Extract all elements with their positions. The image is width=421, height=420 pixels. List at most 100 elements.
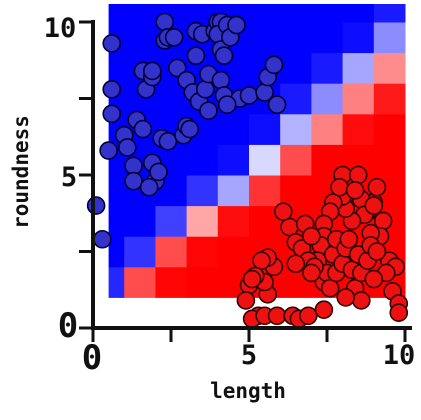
red-data-point — [367, 242, 387, 261]
x-tick-label-0: 0 — [82, 338, 102, 378]
blue-data-point — [214, 46, 234, 65]
heatmap-cell — [280, 4, 312, 23]
heatmap-cell — [108, 175, 125, 207]
blue-data-point — [118, 138, 137, 157]
red-data-point — [364, 269, 384, 289]
red-data-point — [236, 291, 256, 310]
x-tick-label-5: 5 — [241, 340, 257, 371]
red-data-point — [367, 177, 387, 197]
heatmap-cell — [217, 236, 250, 268]
red-data-point — [242, 269, 262, 289]
heatmap-cell — [155, 236, 188, 268]
heatmap-cell — [311, 4, 344, 23]
heatmap-cell — [373, 83, 406, 115]
red-data-point — [298, 306, 318, 326]
heatmap-cell — [249, 22, 281, 54]
blue-data-point — [264, 55, 284, 75]
heatmap-cell — [249, 4, 281, 23]
heatmap-cell — [155, 205, 188, 237]
heatmap-cell — [108, 205, 125, 237]
red-data-point — [352, 291, 371, 310]
blue-data-point — [124, 171, 143, 191]
heatmap-cell — [342, 4, 375, 23]
y-tick-label-10: 10 — [44, 13, 77, 44]
blue-data-point — [139, 177, 159, 197]
red-data-point — [280, 217, 299, 237]
heatmap-cell — [280, 83, 312, 115]
y-tick-label-0: 0 — [58, 306, 78, 346]
blue-data-point — [267, 95, 287, 114]
heatmap-cell — [373, 52, 406, 84]
blue-data-point — [99, 141, 118, 160]
heatmap-cell — [373, 22, 406, 54]
red-data-point — [364, 196, 384, 215]
heatmap-cell — [124, 205, 156, 237]
heatmap-cell — [342, 113, 375, 145]
blue-data-point — [93, 229, 112, 249]
heatmap-cell — [186, 266, 219, 298]
heatmap-cell — [373, 4, 406, 23]
axis-ticks — [79, 20, 407, 342]
heatmap-cell — [155, 266, 188, 298]
blue-data-point — [180, 119, 200, 139]
heatmap-cell — [280, 144, 312, 176]
heatmap-cell — [249, 113, 281, 145]
blue-data-point — [133, 119, 153, 139]
red-data-point — [330, 177, 349, 197]
heatmap-cell — [108, 4, 125, 23]
heatmap-cell — [280, 52, 312, 84]
heatmap-cell — [155, 83, 188, 115]
red-data-point — [320, 278, 340, 298]
y-tick-label-5: 5 — [61, 162, 77, 193]
red-data-point — [339, 229, 359, 249]
red-data-point — [286, 254, 306, 274]
heatmap-cell — [108, 266, 125, 298]
y-axis-title: roundness — [9, 115, 33, 229]
heatmap-cell — [124, 236, 156, 268]
blue-data-point — [186, 46, 206, 65]
heatmap-cell — [373, 144, 406, 176]
blue-data-point — [217, 95, 237, 114]
heatmap-cell — [280, 22, 312, 54]
heatmap-cell — [311, 52, 344, 84]
heatmap-cell — [124, 266, 156, 298]
heatmap-cell — [373, 113, 406, 145]
red-data-point — [274, 202, 293, 222]
heatmap-cell — [186, 144, 219, 176]
blue-data-point — [86, 196, 106, 215]
red-data-point — [314, 300, 334, 319]
heatmap-cell — [249, 144, 281, 176]
blue-data-point — [167, 58, 187, 78]
blue-data-point — [102, 80, 122, 99]
red-data-point — [302, 263, 321, 283]
heatmap-cell — [108, 236, 125, 268]
heatmap-cell — [124, 4, 156, 23]
red-data-point — [336, 288, 356, 307]
heatmap-cell — [311, 113, 344, 145]
x-axis-title: length — [210, 379, 286, 403]
heatmap-cell — [342, 83, 375, 115]
heatmap-cell — [280, 113, 312, 145]
blue-data-point — [211, 70, 231, 90]
red-data-point — [302, 226, 321, 246]
blue-data-point — [102, 34, 122, 53]
heatmap-cell — [217, 144, 250, 176]
heatmap-cell — [186, 236, 219, 268]
blue-data-point — [164, 27, 184, 47]
data-points — [86, 12, 409, 329]
heatmap-cell — [217, 113, 250, 145]
heatmap-cell — [280, 175, 312, 207]
heatmap-cell — [186, 175, 219, 207]
heatmap-cell — [311, 22, 344, 54]
blue-data-point — [155, 12, 175, 32]
blue-data-point — [239, 86, 259, 105]
heatmap-cell — [249, 175, 281, 207]
red-data-point — [389, 303, 409, 323]
heatmap-cell — [311, 83, 344, 115]
heatmap-cell — [108, 52, 125, 84]
red-data-point — [348, 165, 368, 185]
blue-data-point — [199, 101, 218, 121]
blue-data-point — [149, 162, 168, 182]
blue-data-point — [158, 132, 178, 151]
